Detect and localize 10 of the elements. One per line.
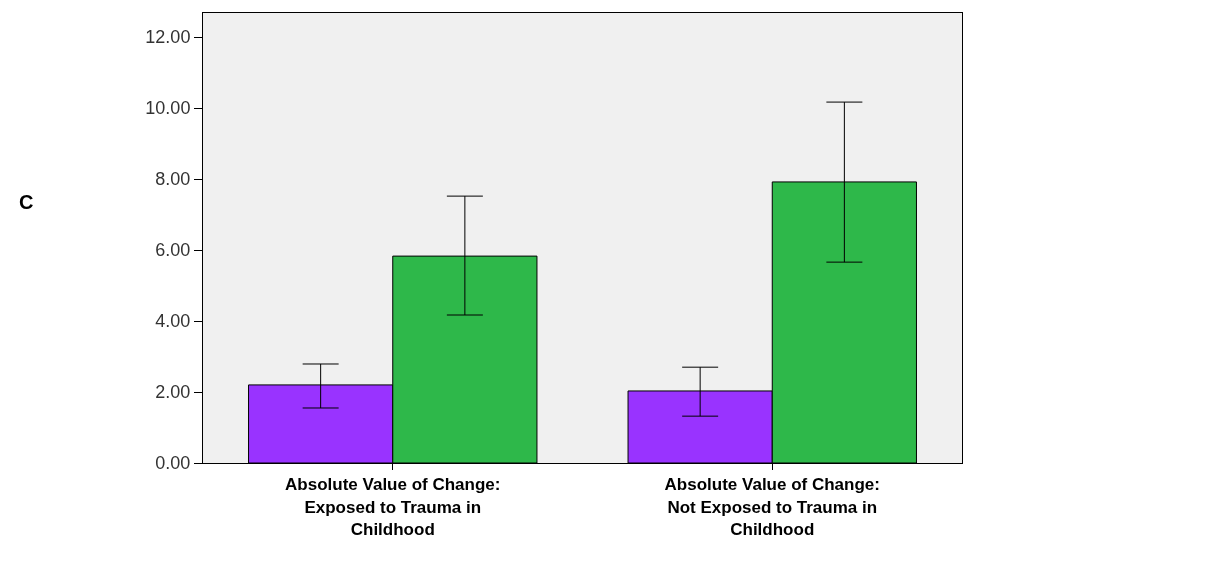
y-tick-label: 6.00 [155,240,191,261]
x-tick-label: Absolute Value of Change: Exposed to Trauma in Childhood [285,475,501,539]
y-tick-label: 8.00 [155,169,191,190]
y-tick-label: 0.00 [155,453,191,474]
text: C [19,191,34,213]
y-tick-label: 4.00 [155,311,191,332]
y-tick-label: 2.00 [155,382,191,403]
y-tick-label: 10.00 [145,98,191,119]
x-tick-label: Absolute Value of Change: Not Exposed to Trauma in Childhood [664,475,880,539]
y-tick-label: 12.00 [145,27,191,48]
